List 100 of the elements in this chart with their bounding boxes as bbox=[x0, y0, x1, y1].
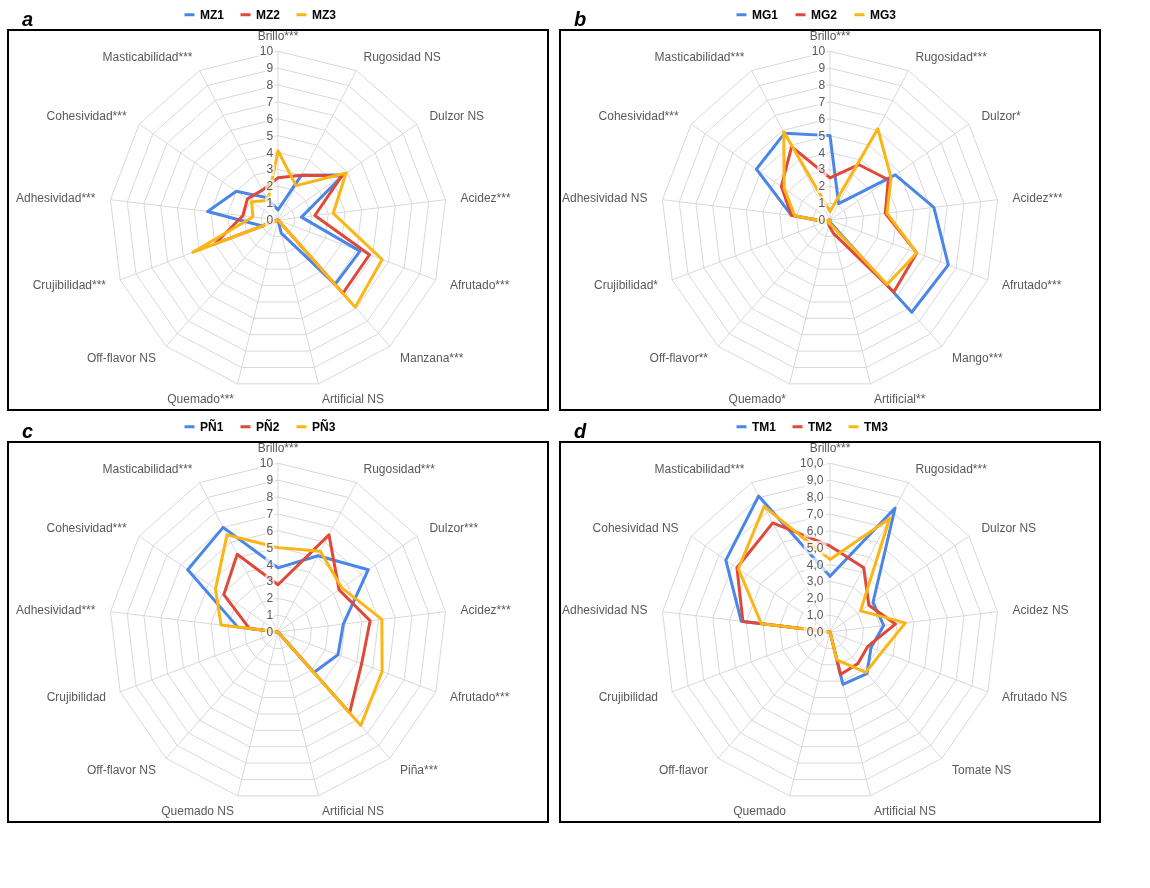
spoke-label: Dulzor NS bbox=[981, 520, 1037, 535]
spoke-label: Acidez*** bbox=[1012, 190, 1063, 205]
y-tick-label: 6 bbox=[818, 111, 826, 126]
spoke-label: Masticabilidad*** bbox=[654, 462, 745, 477]
y-tick-label: 10,0 bbox=[800, 456, 824, 471]
chart-title: a bbox=[22, 8, 34, 30]
spoke-label: Cohesividad*** bbox=[598, 108, 679, 123]
spoke-label: Acidez NS bbox=[1012, 602, 1069, 617]
y-tick-label: 3 bbox=[818, 162, 826, 177]
spoke-label: Off-flavor** bbox=[649, 350, 709, 365]
y-tick-label: 10 bbox=[259, 44, 274, 59]
spoke-label: Artificial** bbox=[874, 391, 926, 406]
y-tick-label: 9 bbox=[266, 61, 274, 76]
spoke-label: Piña*** bbox=[399, 762, 439, 777]
legend-label: PÑ2 bbox=[256, 418, 280, 434]
y-tick-label: 6 bbox=[266, 111, 274, 126]
y-tick-label: 7 bbox=[266, 506, 274, 521]
y-tick-label: 9,0 bbox=[806, 473, 824, 488]
spoke-label: Quemado NS bbox=[161, 803, 234, 818]
y-tick-label: 4 bbox=[266, 145, 274, 160]
y-tick-label: 8 bbox=[818, 78, 826, 92]
chart-title: d bbox=[574, 420, 587, 442]
y-tick-label: 5 bbox=[266, 128, 274, 143]
spoke-label: Off-flavor NS bbox=[86, 762, 157, 777]
chart-title: c bbox=[22, 420, 34, 442]
spoke-label: Adhesividad NS bbox=[562, 602, 648, 617]
spoke-label: Acidez*** bbox=[460, 602, 511, 617]
y-tick-label: 3 bbox=[266, 162, 274, 177]
spoke-label: Crujibilidad bbox=[46, 690, 107, 705]
spoke-label: Rugosidad NS bbox=[363, 50, 441, 65]
spoke-label: Crujibilidad*** bbox=[32, 278, 107, 293]
y-tick-label: 3 bbox=[266, 574, 274, 589]
y-tick-label: 2 bbox=[266, 179, 274, 194]
spoke-label: Afrutado*** bbox=[449, 690, 510, 705]
y-tick-label: 6,0 bbox=[806, 523, 824, 538]
y-tick-label: 4,0 bbox=[806, 557, 824, 572]
spoke-label: Crujibilidad* bbox=[593, 278, 659, 293]
spoke-label: Masticabilidad*** bbox=[102, 462, 193, 477]
spoke-label: Rugosidad*** bbox=[915, 50, 988, 65]
spoke-label: Afrutado NS bbox=[1001, 690, 1068, 705]
legend-label: MG2 bbox=[811, 7, 838, 22]
y-tick-label: 1,0 bbox=[806, 608, 824, 623]
spoke-label: Quemado*** bbox=[167, 391, 235, 406]
y-tick-label: 7 bbox=[818, 94, 826, 109]
spoke-label: Dulzor*** bbox=[429, 520, 479, 535]
chart-title: b bbox=[574, 8, 587, 30]
spoke-label: Adhesividad*** bbox=[16, 190, 96, 205]
spoke-label: Brillo*** bbox=[257, 29, 299, 44]
y-tick-label: 1 bbox=[818, 196, 826, 211]
y-tick-label: 5,0 bbox=[806, 540, 824, 555]
y-tick-label: 4 bbox=[266, 557, 274, 572]
y-tick-label: 8 bbox=[266, 78, 274, 92]
legend-label: MG3 bbox=[870, 7, 897, 22]
spoke-label: Cohesividad NS bbox=[592, 520, 679, 535]
spoke-label: Dulzor* bbox=[981, 108, 1022, 123]
spoke-label: Brillo*** bbox=[257, 441, 299, 456]
spoke-label: Artificial NS bbox=[874, 803, 937, 818]
y-tick-label: 7,0 bbox=[806, 506, 824, 521]
spoke-label: Manzana*** bbox=[399, 350, 464, 365]
spoke-label: Off-flavor NS bbox=[86, 350, 157, 365]
y-tick-label: 1 bbox=[266, 196, 274, 211]
spoke-label: Mango*** bbox=[951, 350, 1003, 365]
y-tick-label: 5 bbox=[266, 540, 274, 555]
spoke-label: Crujibilidad bbox=[598, 690, 659, 705]
spoke-label: Artificial NS bbox=[322, 803, 385, 818]
y-tick-label: 6 bbox=[266, 523, 274, 538]
y-tick-label: 0 bbox=[266, 625, 274, 639]
y-tick-label: 3,0 bbox=[806, 574, 824, 589]
y-tick-label: 0 bbox=[266, 213, 274, 227]
legend-label: MG1 bbox=[752, 7, 779, 22]
legend-label: PÑ3 bbox=[312, 418, 336, 434]
legend-label: TM1 bbox=[752, 419, 777, 434]
legend-label: MZ3 bbox=[312, 7, 337, 22]
spoke-label: Rugosidad*** bbox=[915, 462, 988, 477]
y-tick-label: 8 bbox=[266, 490, 274, 504]
legend-label: PÑ1 bbox=[200, 418, 224, 434]
spoke-label: Tomate NS bbox=[951, 762, 1012, 777]
spoke-label: Quemado bbox=[733, 803, 787, 818]
y-tick-label: 4 bbox=[818, 145, 826, 160]
y-tick-label: 10 bbox=[259, 456, 274, 471]
y-tick-label: 8,0 bbox=[806, 490, 824, 504]
spoke-label: Dulzor NS bbox=[429, 108, 485, 123]
legend-label: MZ2 bbox=[256, 7, 281, 22]
y-tick-label: 2,0 bbox=[806, 591, 824, 606]
spoke-label: Cohesividad*** bbox=[46, 520, 127, 535]
spoke-label: Adhesividad NS bbox=[562, 190, 648, 205]
spoke-label: Adhesividad*** bbox=[16, 602, 96, 617]
spoke-label: Cohesividad*** bbox=[46, 108, 127, 123]
spoke-label: Artificial NS bbox=[322, 391, 385, 406]
y-tick-label: 9 bbox=[818, 61, 826, 76]
legend-label: MZ1 bbox=[200, 7, 225, 22]
spoke-label: Masticabilidad*** bbox=[654, 50, 745, 65]
spoke-label: Off-flavor bbox=[658, 762, 709, 777]
spoke-label: Rugosidad*** bbox=[363, 462, 436, 477]
spoke-label: Masticabilidad*** bbox=[102, 50, 193, 65]
spoke-label: Acidez*** bbox=[460, 190, 511, 205]
y-tick-label: 10 bbox=[811, 44, 826, 59]
spoke-label: Brillo*** bbox=[809, 441, 851, 456]
y-tick-label: 0 bbox=[818, 213, 826, 227]
y-tick-label: 7 bbox=[266, 94, 274, 109]
